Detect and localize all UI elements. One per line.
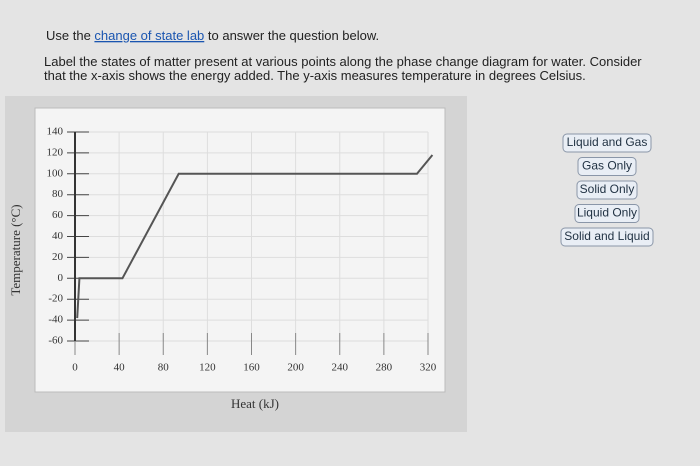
x-tick-label: 240 <box>332 362 349 374</box>
x-tick-label: 160 <box>243 362 260 374</box>
label-text[interactable]: Solid Only <box>580 182 635 196</box>
x-tick-label: 200 <box>287 362 304 374</box>
x-tick-label: 80 <box>158 362 170 374</box>
y-tick-label: 60 <box>52 209 64 221</box>
label-text[interactable]: Solid and Liquid <box>564 229 649 243</box>
x-tick-label: 280 <box>376 362 393 374</box>
y-tick-label: 100 <box>47 167 64 179</box>
heating-curve <box>76 154 434 319</box>
y-tick-label: 20 <box>52 251 64 263</box>
x-axis-label: Heat (kJ) <box>231 396 279 411</box>
label-chip[interactable] <box>560 227 654 247</box>
label-chip[interactable] <box>562 133 652 153</box>
x-tick-label: 0 <box>72 362 78 374</box>
label-chip[interactable] <box>577 157 637 176</box>
chart-area <box>34 107 446 393</box>
y-tick-label: 80 <box>52 188 64 200</box>
label-text[interactable]: Liquid and Gas <box>567 135 648 149</box>
y-tick-label: 120 <box>47 146 64 158</box>
link[interactable]: change of state lab <box>94 28 204 43</box>
y-tick-label: -20 <box>48 293 63 305</box>
label-chip[interactable] <box>574 204 640 223</box>
y-tick-label: 0 <box>58 272 64 284</box>
text: Use the <box>46 28 94 43</box>
y-tick-label: -40 <box>48 314 63 326</box>
y-tick-label: 140 <box>47 126 64 138</box>
y-tick-label: 40 <box>52 230 64 242</box>
question-text: that the x-axis shows the energy added. … <box>44 68 586 83</box>
y-tick-label: -60 <box>48 335 63 347</box>
x-tick-label: 120 <box>199 362 216 374</box>
y-axis-label: Temperature (°C) <box>8 204 23 295</box>
label-chip[interactable] <box>576 180 638 200</box>
x-tick-label: 320 <box>420 362 437 374</box>
text: to answer the question below. <box>204 28 379 43</box>
label-text[interactable]: Gas Only <box>582 159 632 173</box>
question-text: Label the states of matter present at va… <box>44 54 642 69</box>
question-intro: Use the change of state lab to answer th… <box>46 28 379 43</box>
label-text[interactable]: Liquid Only <box>577 206 637 220</box>
x-tick-label: 40 <box>114 362 126 374</box>
